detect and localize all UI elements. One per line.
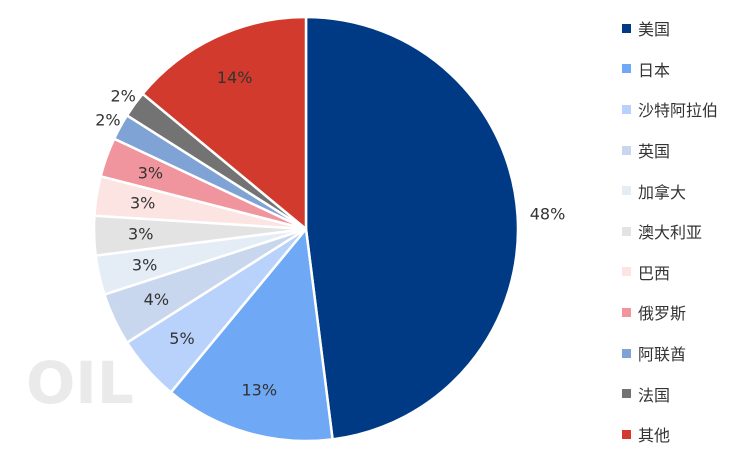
legend-item: 日本 — [622, 49, 742, 90]
legend-item: 美国 — [622, 8, 742, 49]
legend-item: 阿联酋 — [622, 333, 742, 374]
legend-label: 巴西 — [638, 263, 671, 283]
legend-label: 阿联酋 — [638, 345, 687, 365]
legend-item: 法国 — [622, 373, 742, 414]
legend-label: 日本 — [638, 60, 671, 80]
slice-data-label: 2% — [95, 111, 120, 130]
legend-swatch — [622, 104, 631, 114]
legend-label: 其他 — [638, 426, 671, 446]
legend-swatch — [622, 348, 631, 358]
slice-data-label: 3% — [138, 163, 163, 182]
legend-swatch — [622, 307, 631, 317]
legend-item: 其他 — [622, 414, 742, 450]
legend-label: 法国 — [638, 385, 671, 405]
legend-swatch — [622, 23, 631, 33]
slice-data-label: 48% — [530, 204, 566, 223]
legend-item: 俄罗斯 — [622, 292, 742, 333]
slice-data-label: 14% — [217, 68, 253, 87]
slice-data-label: 5% — [169, 329, 194, 348]
legend-label: 俄罗斯 — [638, 304, 687, 324]
legend-swatch — [622, 429, 631, 439]
legend-label: 英国 — [638, 142, 671, 162]
legend-item: 巴西 — [622, 252, 742, 293]
slice-data-label: 2% — [110, 87, 135, 106]
legend-swatch — [622, 64, 631, 74]
legend-label: 澳大利亚 — [638, 223, 703, 243]
pie-slice — [169, 225, 334, 443]
legend-swatch — [622, 145, 631, 155]
legend-item: 英国 — [622, 130, 742, 171]
slice-data-label: 3% — [132, 256, 157, 275]
legend: 美国日本沙特阿拉伯英国加拿大澳大利亚巴西俄罗斯阿联酋法国其他 — [622, 8, 742, 450]
slice-data-label: 4% — [144, 290, 169, 309]
legend-label: 沙特阿拉伯 — [638, 101, 719, 121]
legend-item: 沙特阿拉伯 — [622, 89, 742, 130]
legend-swatch — [622, 267, 631, 277]
legend-swatch — [622, 226, 631, 236]
legend-label: 加拿大 — [638, 182, 687, 202]
legend-label: 美国 — [638, 20, 671, 40]
pie-slice — [140, 15, 308, 232]
pie-slices — [92, 15, 520, 443]
legend-item: 加拿大 — [622, 170, 742, 211]
pie-chart-canvas: OIL 48% 13% 5% 4% 3% 3% 3% 3% 2% 2% 14% — [26, 15, 565, 443]
slice-data-label: 3% — [130, 194, 155, 213]
legend-item: 澳大利亚 — [622, 211, 742, 252]
legend-swatch — [622, 389, 631, 399]
slice-data-label: 3% — [128, 225, 153, 244]
pie-slice — [304, 15, 520, 441]
pie-slice-labels: 48% 13% 5% 4% 3% 3% 3% 3% 2% 2% 14% — [95, 68, 565, 399]
legend-swatch — [622, 186, 631, 196]
watermark: OIL — [26, 349, 134, 417]
slice-data-label: 13% — [241, 380, 277, 399]
